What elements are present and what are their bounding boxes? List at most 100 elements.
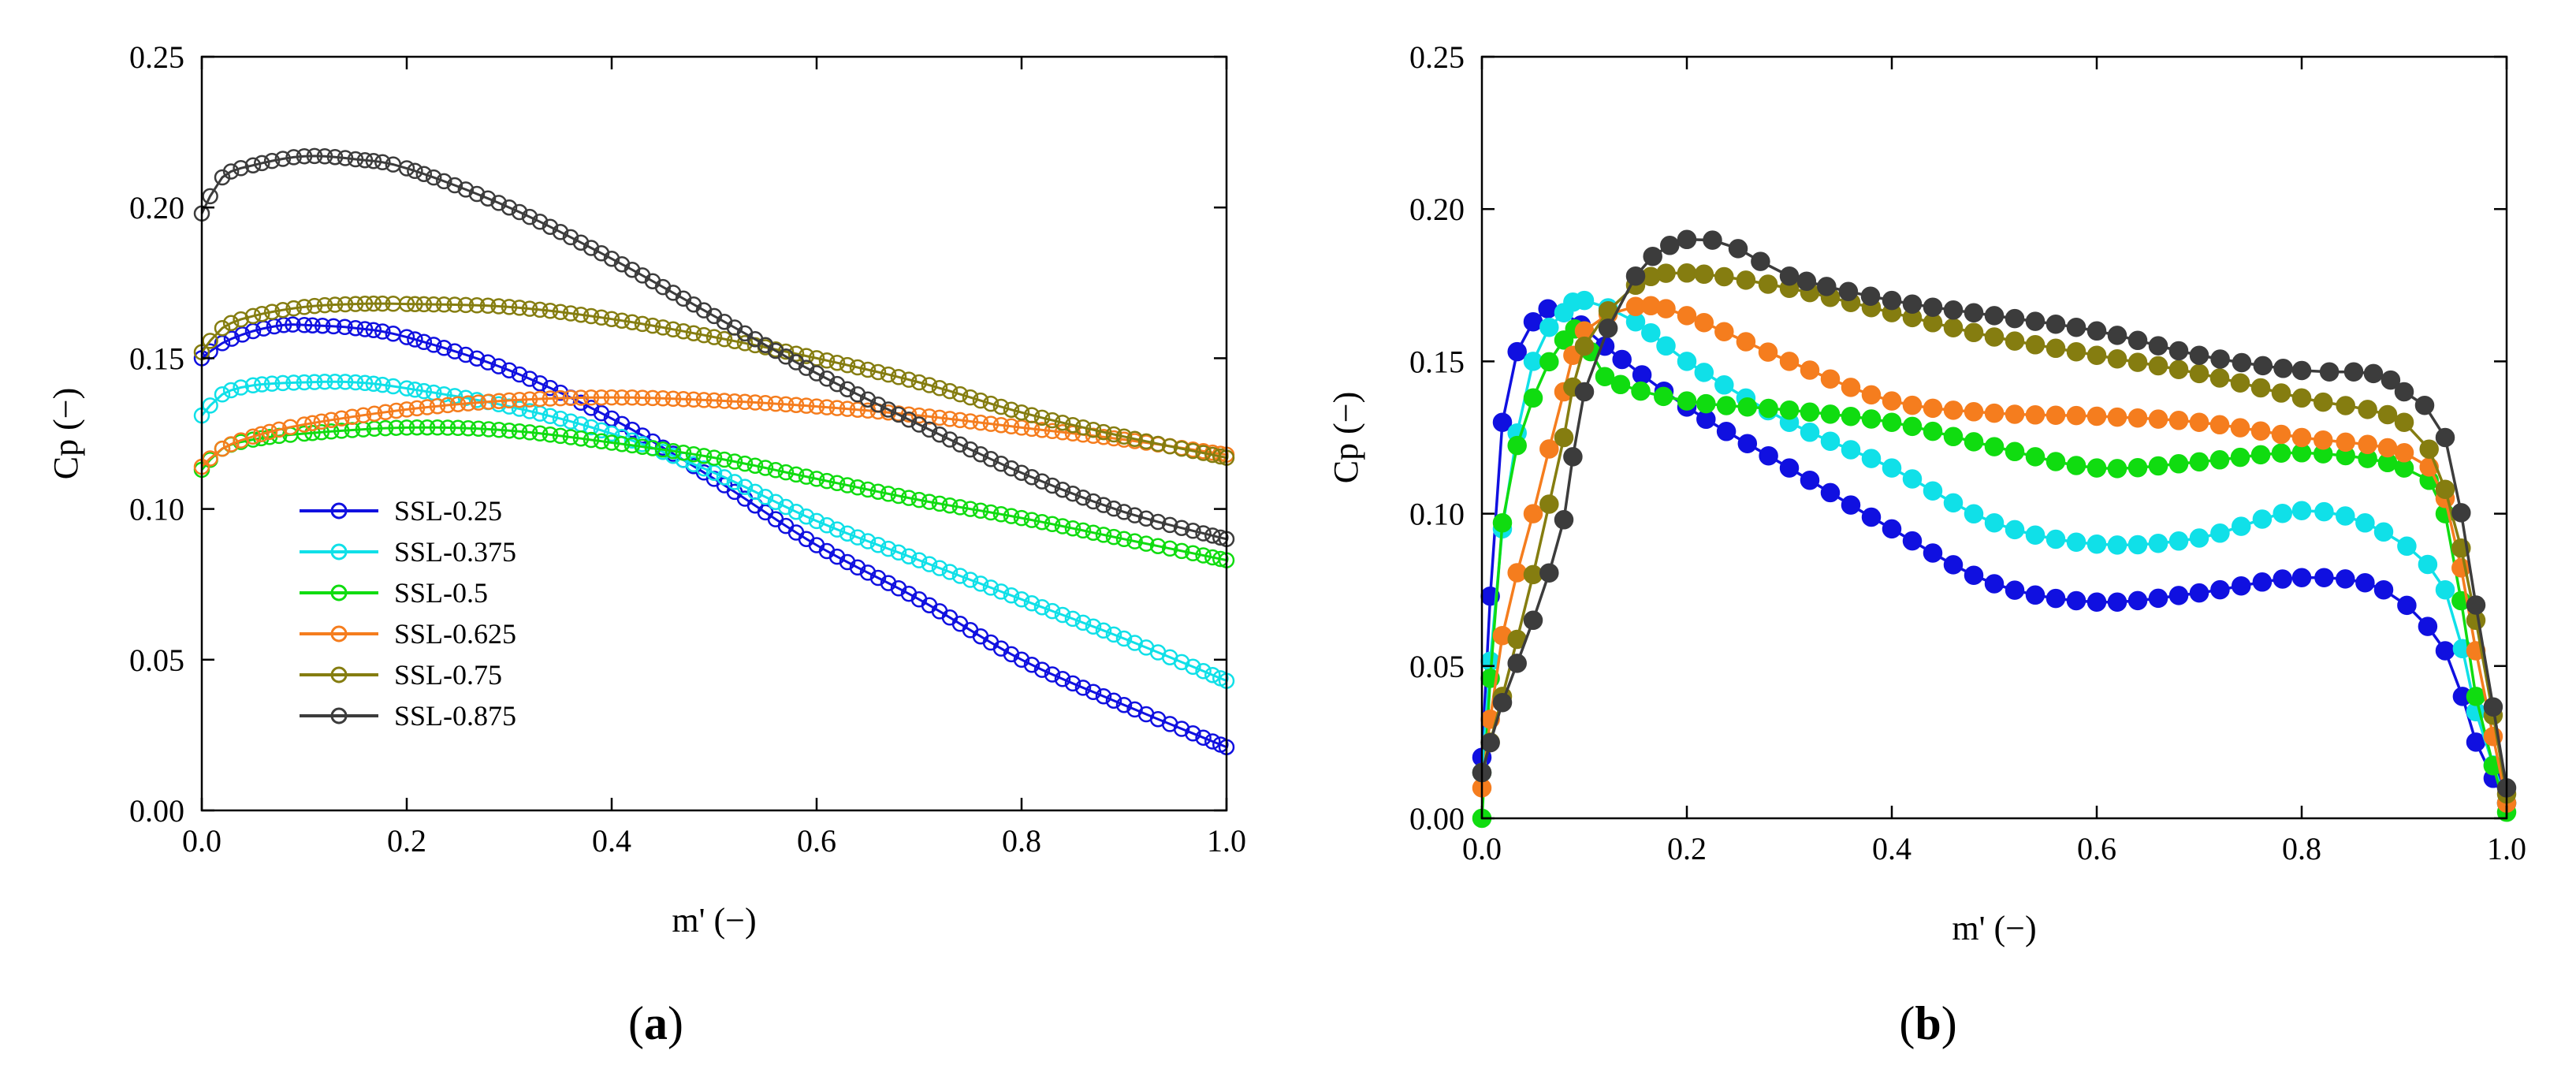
panel-a-series-ssl-0-875-point-1 (202, 188, 218, 205)
panel-b-series-ssl-0-875-point-47 (2394, 382, 2414, 402)
panel-a-series-ssl-0-75-point-97 (1195, 445, 1212, 461)
panel-a-series-ssl-0-875-point-24 (436, 173, 452, 190)
panel-b-series-ssl-0-75-point-27 (1964, 322, 1984, 343)
panel-a-series-ssl-0-375-point-38 (583, 419, 600, 436)
panel-a-series-ssl-0-875-point-83 (1044, 477, 1061, 494)
panel-a-series-ssl-0-75-point-84 (1054, 414, 1071, 431)
panel-a-series-ssl-0-5-point-90 (1115, 531, 1133, 548)
panel-b-series-ssl-0-625-point-34 (2107, 407, 2127, 427)
panel-b-series-ssl-0-625-point-4 (1523, 504, 1543, 523)
panel-a-series-ssl-0-5-point-88 (1095, 527, 1112, 543)
panel-a-series-ssl-0-75-point-17 (365, 295, 382, 312)
panel-a-series-ssl-0-375-point-85 (1064, 610, 1081, 628)
panel-b-series-ssl-0-875-point-3 (1507, 654, 1527, 673)
panel-a-legend-entry-ssl-0-375-label: SSL-0.375 (394, 536, 516, 568)
panel-a-series-ssl-0-625-point-38 (583, 389, 600, 406)
panel-a-series-ssl-0-875-point-5 (244, 157, 262, 173)
panel-a-series-ssl-0-875-point-21 (407, 162, 423, 180)
panel-b-series-ssl-0-375-point-41 (2252, 509, 2273, 529)
panel-a-series-ssl-0-75-point-6 (254, 305, 270, 322)
panel-a-x-tick-label-0: 0.0 (182, 823, 221, 859)
panel-a-series-ssl-0-25-point-84 (1054, 671, 1071, 687)
panel-a-series-ssl-0-75-point-86 (1074, 419, 1092, 436)
panel-a-series-ssl-0-5-point-74 (951, 499, 969, 516)
panel-b-series-ssl-0-625-point-48 (2394, 443, 2414, 463)
panel-a-series-ssl-0-625-point-75 (962, 413, 979, 430)
panel-a-series-ssl-0-375-point-5 (244, 377, 262, 394)
panel-a-series-ssl-0-25-point-9 (285, 316, 301, 333)
panel-a-series-ssl-0-375-point-78 (992, 583, 1010, 600)
panel-b-series-ssl-0-25-point-51 (2466, 732, 2486, 752)
panel-a-series-ssl-0-5-point-87 (1085, 524, 1102, 541)
panel-a-series-ssl-0-375-point-4 (233, 379, 249, 396)
panel-a-series-ssl-0-25-point-28 (479, 354, 497, 371)
panel-a-series-ssl-0-375-point-83 (1044, 602, 1061, 620)
panel-b-series-ssl-0-25-point-4 (1523, 311, 1543, 332)
panel-a-series-ssl-0-25-point-81 (1023, 657, 1040, 673)
panel-b-series-ssl-0-75-point-43 (2291, 388, 2312, 408)
panel-a-series-ssl-0-25-point-26 (457, 346, 475, 363)
panel-a-series-ssl-0-5-point-63 (839, 477, 856, 494)
panel-a-series-ssl-0-875-point-75 (962, 441, 979, 458)
panel-b-series-ssl-0-75-point-32 (2066, 341, 2086, 362)
panel-a-series-ssl-0-25-point-90 (1115, 696, 1133, 713)
panel-a-series-ssl-0-25-point-4 (234, 326, 251, 343)
panel-a-series-ssl-0-375-point-54 (746, 483, 764, 501)
panel-b-series-ssl-0-5-point-53 (2466, 687, 2486, 706)
panel-a-series-ssl-0-5-point-19 (388, 419, 404, 436)
panel-b-series-ssl-0-5-point-28 (1964, 432, 1984, 452)
panel-b-series-ssl-0-5-point-39 (2189, 452, 2209, 472)
panel-a-series-ssl-0-625-point-28 (480, 393, 497, 410)
panel-a-series-ssl-0-875-point-70 (910, 416, 928, 433)
panel-b-series-ssl-0-25-point-36 (2168, 586, 2189, 605)
panel-a-label: (a) (628, 997, 683, 1049)
panel-b-series-ssl-0-5-point-33 (2066, 456, 2086, 475)
panel-a-series-ssl-0-375-point-96 (1185, 658, 1201, 676)
panel-b-series-ssl-0-25-point-9 (1612, 349, 1632, 370)
panel-a-series-ssl-0-5-point-45 (654, 441, 672, 458)
panel-b-series-ssl-0-5-point-12 (1631, 381, 1651, 401)
panel-b-series-ssl-0-5-point-21 (1820, 404, 1841, 424)
panel-b-series-ssl-0-25-point-48 (2418, 616, 2438, 636)
panel-a-series-ssl-0-75-point-45 (654, 319, 672, 336)
panel-a-series-ssl-0-875-point-66 (869, 396, 887, 413)
panel-a-series-ssl-0-5-point-11 (304, 424, 321, 441)
panel-a-series-ssl-0-875-point-9 (285, 149, 302, 166)
panel-b-y-tick-label-4: 0.20 (1409, 192, 1465, 227)
panel-a-series-ssl-0-75-point-40 (603, 311, 620, 327)
panel-a-y-tick-label-4: 0.20 (129, 190, 184, 225)
panel-a-series-ssl-0-375-point-3 (222, 382, 240, 399)
panel-a-series-ssl-0-375-point-97 (1195, 663, 1212, 680)
panel-a-series-ssl-0-375-point-80 (1013, 591, 1030, 608)
panel-a-series-ssl-0-75-point-51 (716, 330, 733, 348)
panel-a-series-ssl-0-25-point-20 (398, 329, 415, 345)
panel-a-series-ssl-0-875-point-12 (316, 148, 333, 165)
panel-a-series-ssl-0-375-point-62 (828, 521, 846, 538)
panel-a-series-ssl-0-375-point-14 (337, 374, 354, 390)
panel-a-series-ssl-0-75-point-49 (695, 326, 713, 344)
panel-a-series-ssl-0-75-point-32 (521, 300, 538, 317)
panel-b-series-ssl-0-875-point-17 (1779, 266, 1800, 286)
panel-b-series-ssl-0-375-point-12 (1656, 336, 1676, 356)
panel-a-series-ssl-0-75-point-79 (1003, 401, 1020, 418)
panel-a-series-ssl-0-375-point-6 (254, 376, 270, 393)
panel-a-series-ssl-0-625-point-37 (572, 389, 590, 406)
panel-b-series-ssl-0-25-point-42 (2291, 568, 2312, 587)
panel-a-series-ssl-0-75-point-12 (316, 296, 333, 314)
panel-a-series-ssl-0-375-point-59 (798, 508, 815, 525)
panel-a-series-ssl-0-375-point-55 (757, 489, 774, 505)
panel-a-series-ssl-0-5-point-53 (736, 455, 754, 472)
panel-b-series-ssl-0-75-point-39 (2209, 368, 2230, 388)
panel-a-series-ssl-0-875-point-34 (542, 218, 559, 235)
panel-b-series-ssl-0-625-point-29 (2005, 404, 2025, 424)
panel-a-series-ssl-0-75-point-30 (501, 299, 518, 315)
panel-a-series-ssl-0-375-point-56 (767, 494, 784, 510)
panel-a-series-ssl-0-625-point-27 (470, 394, 487, 411)
panel-a-series-ssl-0-375-point-16 (356, 374, 374, 392)
panel-a-series-ssl-0-5-point-72 (931, 495, 948, 512)
panel-a-series-ssl-0-875-point-8 (274, 151, 292, 167)
panel-a-series-ssl-0-625-point-20 (398, 401, 415, 418)
panel-a-series-ssl-0-75-point-76 (972, 392, 989, 409)
panel-a-series-ssl-0-5-point-68 (890, 487, 907, 505)
panel-a-series-ssl-0-75-point-16 (356, 296, 374, 312)
